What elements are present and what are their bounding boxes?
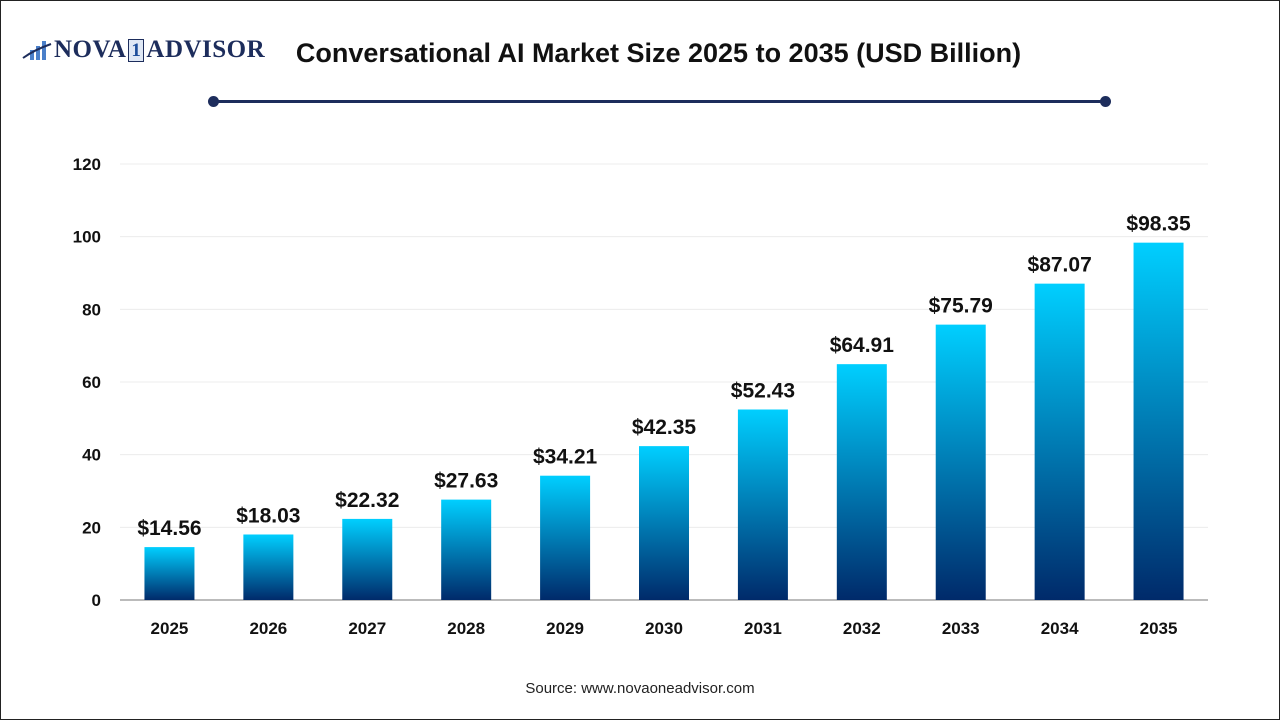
y-tick-label: 0 [92, 591, 101, 610]
data-label: $87.07 [1028, 254, 1092, 277]
x-tick-label: 2027 [348, 619, 386, 638]
x-tick-label: 2028 [447, 619, 485, 638]
logo-text-one: 1 [128, 38, 145, 62]
bar-2027 [342, 518, 393, 600]
data-label: $98.35 [1126, 213, 1191, 236]
data-label: $27.63 [434, 470, 498, 493]
bar-2035 [1133, 242, 1184, 600]
bar-2031 [737, 409, 788, 600]
chart-title: Conversational AI Market Size 2025 to 20… [295, 38, 1022, 68]
data-label: $64.91 [830, 334, 895, 357]
x-tick-label: 2034 [1041, 619, 1079, 638]
bar-2026 [243, 534, 294, 600]
divider-dot-right [1100, 96, 1111, 107]
y-tick-label: 60 [82, 373, 101, 392]
data-label: $18.03 [236, 504, 300, 527]
logo-text-advisor: ADVISOR [146, 36, 266, 63]
logo-text-nova: NOVA [54, 36, 127, 63]
data-label: $14.56 [137, 517, 201, 540]
y-tick-label: 20 [82, 518, 101, 537]
data-label: $42.35 [632, 416, 697, 439]
bar-2030 [639, 446, 689, 600]
y-tick-label: 40 [82, 446, 101, 465]
x-tick-label: 2030 [645, 619, 683, 638]
data-label: $75.79 [929, 295, 993, 318]
bar-2029 [540, 475, 591, 600]
data-label: $52.43 [731, 380, 795, 403]
bar-2034 [1034, 283, 1085, 600]
x-tick-label: 2032 [843, 619, 881, 638]
bar-2033 [935, 324, 986, 600]
logo: NOVA 1 ADVISOR [22, 36, 265, 64]
title-divider [213, 100, 1106, 103]
y-tick-label: 80 [82, 300, 101, 319]
x-tick-label: 2025 [151, 619, 189, 638]
source-note: Source: www.novaoneadvisor.com [525, 680, 755, 697]
x-tick-label: 2029 [546, 619, 584, 638]
data-label: $22.32 [335, 489, 399, 512]
divider-dot-left [208, 96, 219, 107]
x-tick-label: 2035 [1140, 619, 1178, 638]
bar-2025 [144, 547, 195, 600]
bar-2028 [441, 499, 492, 600]
x-tick-label: 2026 [249, 619, 287, 638]
bar-chart-logo-icon [22, 41, 52, 60]
x-tick-label: 2031 [744, 619, 782, 638]
x-tick-label: 2033 [942, 619, 980, 638]
data-label: $34.21 [533, 446, 598, 469]
bar-2032 [836, 364, 887, 600]
y-tick-label: 120 [73, 155, 101, 174]
y-tick-label: 100 [73, 228, 101, 247]
